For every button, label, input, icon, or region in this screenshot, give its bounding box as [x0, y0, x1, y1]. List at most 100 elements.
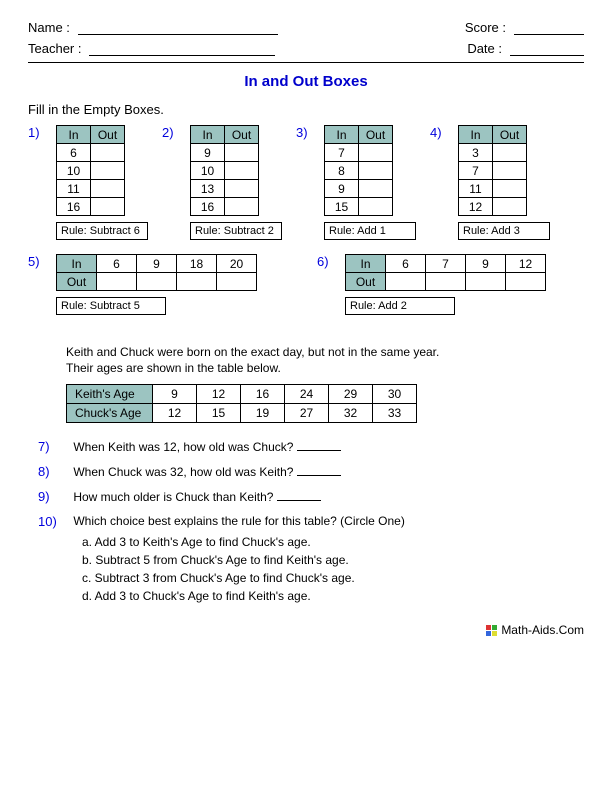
in-cell: 6	[97, 255, 137, 273]
qnum: 2)	[162, 125, 190, 140]
in-cell: 9	[325, 180, 359, 198]
vertical-problems-row: 1) InOut 6 10 11 16 Rule: Subtract 6 2) …	[28, 125, 584, 240]
out-cell[interactable]	[91, 198, 125, 216]
problem-1: 1) InOut 6 10 11 16 Rule: Subtract 6	[28, 125, 148, 240]
in-cell: 20	[217, 255, 257, 273]
in-header: In	[191, 126, 225, 144]
rule-box: Rule: Subtract 5	[56, 297, 166, 315]
in-cell: 12	[459, 198, 493, 216]
out-header: Out	[91, 126, 125, 144]
io-table: InOut 6 10 11 16	[56, 125, 125, 216]
problem-2: 2) InOut 9 10 13 16 Rule: Subtract 2	[162, 125, 282, 240]
out-header: Out	[359, 126, 393, 144]
rule-box: Rule: Add 3	[458, 222, 550, 240]
teacher-blank[interactable]	[89, 42, 275, 56]
in-cell: 9	[137, 255, 177, 273]
story-text: Keith and Chuck were born on the exact d…	[66, 345, 584, 376]
in-cell: 8	[325, 162, 359, 180]
out-cell[interactable]	[359, 180, 393, 198]
age-cell: 30	[373, 385, 417, 404]
question-text: Which choice best explains the rule for …	[73, 514, 404, 528]
in-header: In	[57, 126, 91, 144]
name-blank[interactable]	[78, 21, 278, 35]
out-header: Out	[225, 126, 259, 144]
question-8: 8) When Chuck was 32, how old was Keith?	[38, 464, 584, 479]
problem-5: 5) In 6 9 18 20 Out	[28, 254, 257, 315]
date-blank[interactable]	[510, 42, 584, 56]
logo-icon	[486, 625, 498, 637]
in-cell: 9	[466, 255, 506, 273]
out-cell[interactable]	[91, 180, 125, 198]
out-header: Out	[57, 273, 97, 291]
qnum: 10)	[38, 514, 66, 529]
question-7: 7) When Keith was 12, how old was Chuck?	[38, 439, 584, 454]
choice-a[interactable]: a. Add 3 to Keith's Age to find Chuck's …	[82, 533, 584, 551]
out-cell[interactable]	[493, 162, 527, 180]
out-cell[interactable]	[506, 273, 546, 291]
io-table: InOut 7 8 9 15	[324, 125, 393, 216]
page-title: In and Out Boxes	[28, 73, 584, 90]
story-line: Their ages are shown in the table below.	[66, 361, 584, 377]
choice-d[interactable]: d. Add 3 to Chuck's Age to find Keith's …	[82, 587, 584, 605]
problem-6: 6) In 6 7 9 12 Out	[317, 254, 546, 315]
score-label: Score :	[465, 20, 506, 35]
out-cell[interactable]	[225, 162, 259, 180]
out-cell[interactable]	[493, 198, 527, 216]
in-cell: 6	[57, 144, 91, 162]
question-9: 9) How much older is Chuck than Keith?	[38, 489, 584, 504]
problem-4: 4) InOut 3 7 11 12 Rule: Add 3	[430, 125, 550, 240]
age-cell: 27	[285, 404, 329, 423]
out-header: Out	[493, 126, 527, 144]
out-cell[interactable]	[91, 144, 125, 162]
age-cell: 32	[329, 404, 373, 423]
age-cell: 16	[241, 385, 285, 404]
age-cell: 15	[197, 404, 241, 423]
rule-box: Rule: Add 1	[324, 222, 416, 240]
out-cell[interactable]	[466, 273, 506, 291]
in-cell: 11	[459, 180, 493, 198]
out-cell[interactable]	[493, 144, 527, 162]
out-cell[interactable]	[359, 144, 393, 162]
age-cell: 19	[241, 404, 285, 423]
choice-c[interactable]: c. Subtract 3 from Chuck's Age to find C…	[82, 569, 584, 587]
answer-blank[interactable]	[277, 489, 321, 501]
out-cell[interactable]	[225, 180, 259, 198]
date-label: Date :	[467, 41, 502, 56]
out-cell[interactable]	[177, 273, 217, 291]
out-header: Out	[346, 273, 386, 291]
age-cell: 24	[285, 385, 329, 404]
out-cell[interactable]	[359, 162, 393, 180]
out-cell[interactable]	[426, 273, 466, 291]
qnum: 6)	[317, 254, 345, 269]
in-cell: 6	[386, 255, 426, 273]
in-cell: 15	[325, 198, 359, 216]
out-cell[interactable]	[493, 180, 527, 198]
out-cell[interactable]	[217, 273, 257, 291]
instruction: Fill in the Empty Boxes.	[28, 102, 584, 117]
out-cell[interactable]	[97, 273, 137, 291]
age-cell: 29	[329, 385, 373, 404]
in-cell: 7	[459, 162, 493, 180]
in-cell: 7	[325, 144, 359, 162]
in-header: In	[346, 255, 386, 273]
question-text: How much older is Chuck than Keith?	[73, 490, 273, 504]
out-cell[interactable]	[225, 144, 259, 162]
in-header: In	[57, 255, 97, 273]
choice-b[interactable]: b. Subtract 5 from Chuck's Age to find K…	[82, 551, 584, 569]
out-cell[interactable]	[359, 198, 393, 216]
answer-blank[interactable]	[297, 464, 341, 476]
out-cell[interactable]	[137, 273, 177, 291]
rule-box: Rule: Subtract 2	[190, 222, 282, 240]
footer: Math-Aids.Com	[28, 623, 584, 637]
in-cell: 3	[459, 144, 493, 162]
teacher-label: Teacher :	[28, 41, 81, 56]
out-cell[interactable]	[386, 273, 426, 291]
question-text: When Chuck was 32, how old was Keith?	[73, 465, 293, 479]
rule-box: Rule: Add 2	[345, 297, 455, 315]
score-blank[interactable]	[514, 21, 584, 35]
age-cell: 12	[153, 404, 197, 423]
out-cell[interactable]	[91, 162, 125, 180]
out-cell[interactable]	[225, 198, 259, 216]
age-cell: 9	[153, 385, 197, 404]
answer-blank[interactable]	[297, 439, 341, 451]
